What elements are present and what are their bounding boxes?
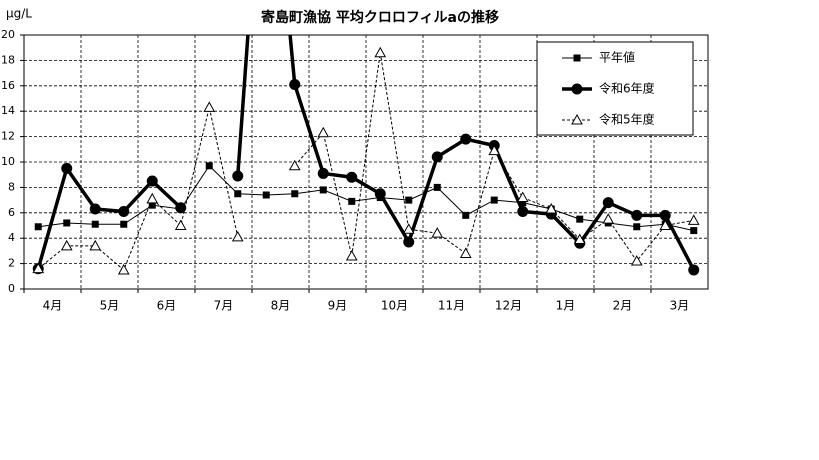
marker <box>32 262 45 274</box>
marker <box>291 190 299 198</box>
marker <box>232 170 244 182</box>
marker <box>63 219 71 227</box>
legend-marker <box>571 113 583 125</box>
marker <box>89 239 102 251</box>
marker <box>633 223 641 231</box>
marker <box>348 197 356 205</box>
marker <box>462 211 470 219</box>
marker <box>61 162 73 174</box>
y-tick-label: 2 <box>8 257 15 270</box>
marker <box>545 202 558 214</box>
marker <box>146 175 158 187</box>
x-tick-label: 6月 <box>157 299 177 313</box>
marker <box>205 162 213 170</box>
marker <box>602 213 615 224</box>
x-tick-label: 4月 <box>43 299 63 313</box>
marker <box>431 227 444 238</box>
marker <box>374 46 387 58</box>
marker <box>174 219 187 230</box>
marker <box>659 209 671 221</box>
marker <box>89 203 101 215</box>
y-tick-label: 12 <box>1 130 15 143</box>
x-tick-label: 2月 <box>613 299 633 313</box>
marker <box>60 239 73 251</box>
marker <box>688 264 700 276</box>
marker <box>118 206 130 218</box>
series-line <box>37 52 694 271</box>
y-tick-label: 4 <box>8 231 15 244</box>
x-tick-label: 8月 <box>271 299 291 313</box>
marker <box>289 79 301 91</box>
marker <box>346 171 358 183</box>
y-tick-label: 0 <box>8 282 15 295</box>
marker <box>374 188 386 200</box>
y-axis-label: μg/L <box>6 7 32 21</box>
legend-label: 令和5年度 <box>599 112 655 127</box>
marker <box>231 230 244 242</box>
marker <box>431 151 443 163</box>
marker <box>488 144 501 156</box>
marker <box>687 214 700 225</box>
marker <box>34 223 42 231</box>
marker <box>459 247 472 258</box>
marker <box>345 249 358 261</box>
y-tick-label: 18 <box>1 53 15 66</box>
marker <box>146 192 159 204</box>
y-tick-label: 16 <box>1 79 15 92</box>
marker <box>203 101 216 112</box>
legend-label: 平年値 <box>599 50 635 65</box>
marker <box>433 183 441 191</box>
marker <box>91 220 99 228</box>
marker <box>402 223 415 234</box>
x-tick-label: 11月 <box>438 299 465 313</box>
x-tick-label: 5月 <box>100 299 120 313</box>
x-tick-label: 10月 <box>381 299 408 313</box>
x-tick-label: 7月 <box>214 299 234 313</box>
chart-title: 寄島町漁協 平均クロロフィルaの推移 <box>261 9 499 26</box>
legend-marker <box>571 83 583 95</box>
series-layer <box>32 35 700 276</box>
marker <box>576 215 584 223</box>
marker <box>234 190 242 198</box>
marker <box>516 191 529 203</box>
marker <box>630 255 643 266</box>
marker <box>262 191 270 199</box>
marker <box>573 233 586 244</box>
marker <box>405 196 413 204</box>
marker <box>490 196 498 204</box>
y-tick-label: 8 <box>8 180 15 193</box>
y-tick-label: 10 <box>1 155 15 168</box>
x-tick-label: 12月 <box>495 299 522 313</box>
y-tick-label: 20 <box>1 28 15 41</box>
marker <box>317 167 329 179</box>
legend-label: 令和6年度 <box>599 81 655 96</box>
marker <box>317 126 330 138</box>
marker <box>117 263 130 275</box>
marker <box>175 202 187 214</box>
x-tick-label: 3月 <box>670 299 690 313</box>
y-tick-label: 6 <box>8 206 15 219</box>
x-tick-label: 9月 <box>328 299 348 313</box>
legend-marker <box>573 54 581 62</box>
marker <box>319 186 327 194</box>
x-tick-label: 1月 <box>556 299 576 313</box>
marker <box>288 159 301 171</box>
marker <box>631 209 643 221</box>
marker <box>460 133 472 145</box>
y-tick-label: 14 <box>1 104 15 117</box>
marker <box>517 206 529 218</box>
marker <box>403 236 415 248</box>
marker <box>602 197 614 209</box>
marker <box>120 220 128 228</box>
marker <box>690 227 698 235</box>
series-line <box>38 165 694 232</box>
marker <box>659 219 672 230</box>
